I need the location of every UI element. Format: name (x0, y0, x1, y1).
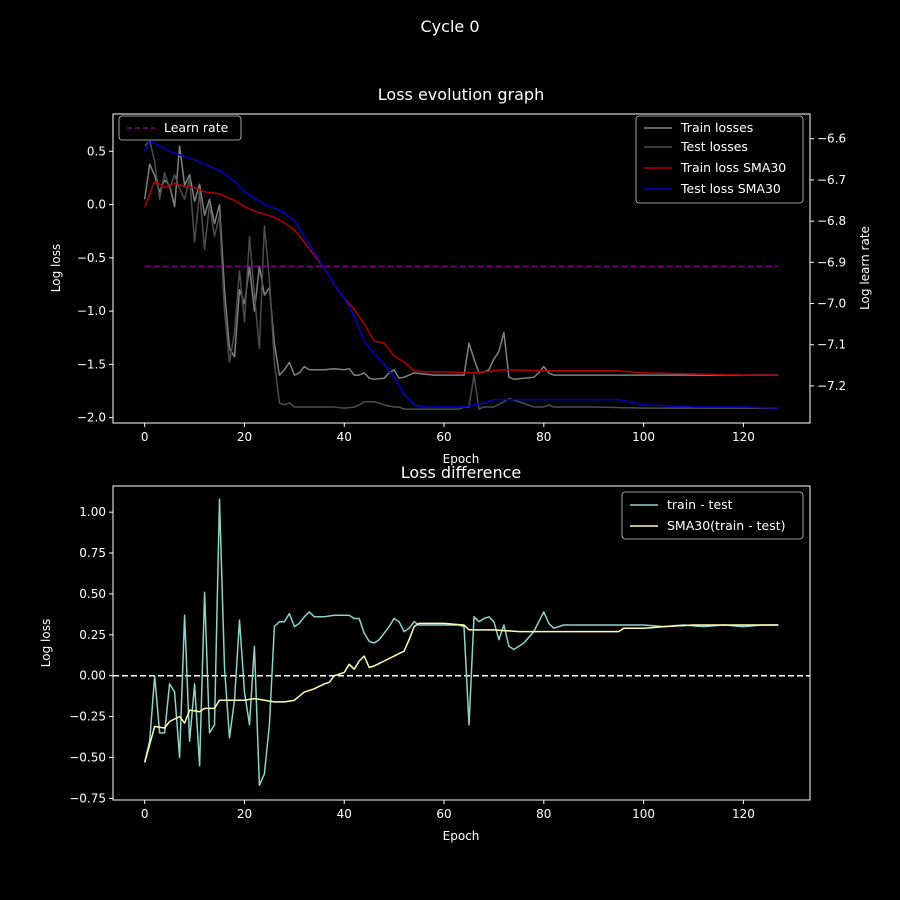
y-tick-label: −0.50 (69, 750, 106, 764)
x-tick-label: 120 (732, 807, 755, 821)
right-y-tick-label: −6.7 (817, 173, 846, 187)
difference-legend: train - test SMA30(train - test) (621, 491, 804, 540)
series-line-test-loss-sma30 (144, 139, 779, 409)
right-y-tick-label: −6.9 (817, 255, 846, 269)
loss-difference-xlabel: Epoch (443, 829, 480, 843)
loss-difference-series (143, 498, 779, 787)
x-tick-label: 120 (732, 430, 755, 444)
loss-evolution-series (143, 139, 779, 410)
series-line-train-losses (143, 145, 779, 381)
y-tick-label: −1.5 (77, 357, 106, 371)
loss-evolution-right-y-ticks: −6.6 −6.7 −6.8 −6.9 −7.0 −7.1 −7.2 (810, 132, 846, 393)
loss-evolution-frame (112, 113, 811, 424)
legend-sma-diff-label: SMA30(train - test) (667, 518, 786, 533)
series-line-sma30-train-test (143, 622, 779, 763)
x-tick-label: 60 (436, 807, 451, 821)
loss-difference-panel: Loss difference 0 20 40 60 80 100 120 1.00 0.75… (39, 463, 811, 843)
loss-difference-ylabel: Log loss (39, 619, 53, 667)
y-tick-label: −0.25 (69, 710, 106, 724)
loss-evolution-right-ylabel: Log learn rate (858, 226, 872, 310)
right-y-tick-label: −6.8 (817, 214, 846, 228)
loss-evolution-x-ticks: 0 20 40 60 80 100 120 (141, 423, 755, 444)
y-tick-label: 0.25 (79, 628, 106, 642)
series-line-train-loss-sma30 (144, 180, 779, 376)
loss-evolution-title: Loss evolution graph (378, 85, 544, 104)
x-tick-label: 0 (141, 807, 149, 821)
y-tick-label: 0.75 (79, 546, 106, 560)
legend-train-minus-test-label: train - test (667, 497, 733, 512)
x-tick-label: 80 (536, 430, 551, 444)
loss-evolution-panel: Loss evolution graph 0 20 40 60 80 100 120 0.5… (49, 85, 872, 466)
x-tick-label: 0 (141, 430, 149, 444)
y-tick-label: 0.00 (79, 669, 106, 683)
series-line-test-losses (144, 139, 779, 410)
legend-train-sma-label: Train loss SMA30 (680, 160, 786, 175)
right-y-tick-label: −7.0 (817, 297, 846, 311)
x-tick-label: 20 (237, 807, 252, 821)
loss-evolution-y-ticks: 0.5 0.0 −0.5 −1.0 −1.5 −2.0 (77, 144, 113, 425)
loss-legend: Train losses Test losses Train loss SMA3… (635, 115, 804, 204)
x-tick-label: 80 (536, 807, 551, 821)
loss-difference-frame (112, 485, 811, 801)
x-tick-label: 20 (237, 430, 252, 444)
y-tick-label: 1.00 (79, 505, 106, 519)
loss-evolution-ylabel: Log loss (49, 244, 63, 292)
right-y-tick-label: −7.1 (817, 338, 846, 352)
loss-difference-y-ticks: 1.00 0.75 0.50 0.25 0.00 −0.25 −0.50 −0.75 (69, 505, 113, 805)
legend-test-losses-label: Test losses (680, 139, 748, 154)
right-y-tick-label: −7.2 (817, 379, 846, 393)
figure-title: Cycle 0 (421, 17, 480, 36)
y-tick-label: −1.0 (77, 304, 106, 318)
learn-rate-legend: Learn rate (118, 115, 242, 141)
y-tick-label: −0.5 (77, 251, 106, 265)
y-tick-label: −2.0 (77, 411, 106, 425)
y-tick-label: 0.5 (87, 144, 106, 158)
y-tick-label: 0.50 (79, 587, 106, 601)
x-tick-label: 40 (337, 807, 352, 821)
loss-difference-title: Loss difference (401, 463, 522, 482)
loss-evolution-xlabel: Epoch (443, 452, 480, 466)
x-tick-label: 40 (337, 430, 352, 444)
legend-learn-rate-label: Learn rate (164, 120, 229, 135)
x-tick-label: 60 (436, 430, 451, 444)
x-tick-label: 100 (632, 430, 655, 444)
loss-difference-x-ticks: 0 20 40 60 80 100 120 (141, 800, 755, 821)
legend-train-losses-label: Train losses (680, 120, 753, 135)
legend-test-sma-label: Test loss SMA30 (680, 181, 781, 196)
y-tick-label: 0.0 (87, 198, 106, 212)
x-tick-label: 100 (632, 807, 655, 821)
right-y-tick-label: −6.6 (817, 132, 846, 146)
y-tick-label: −0.75 (69, 791, 106, 805)
